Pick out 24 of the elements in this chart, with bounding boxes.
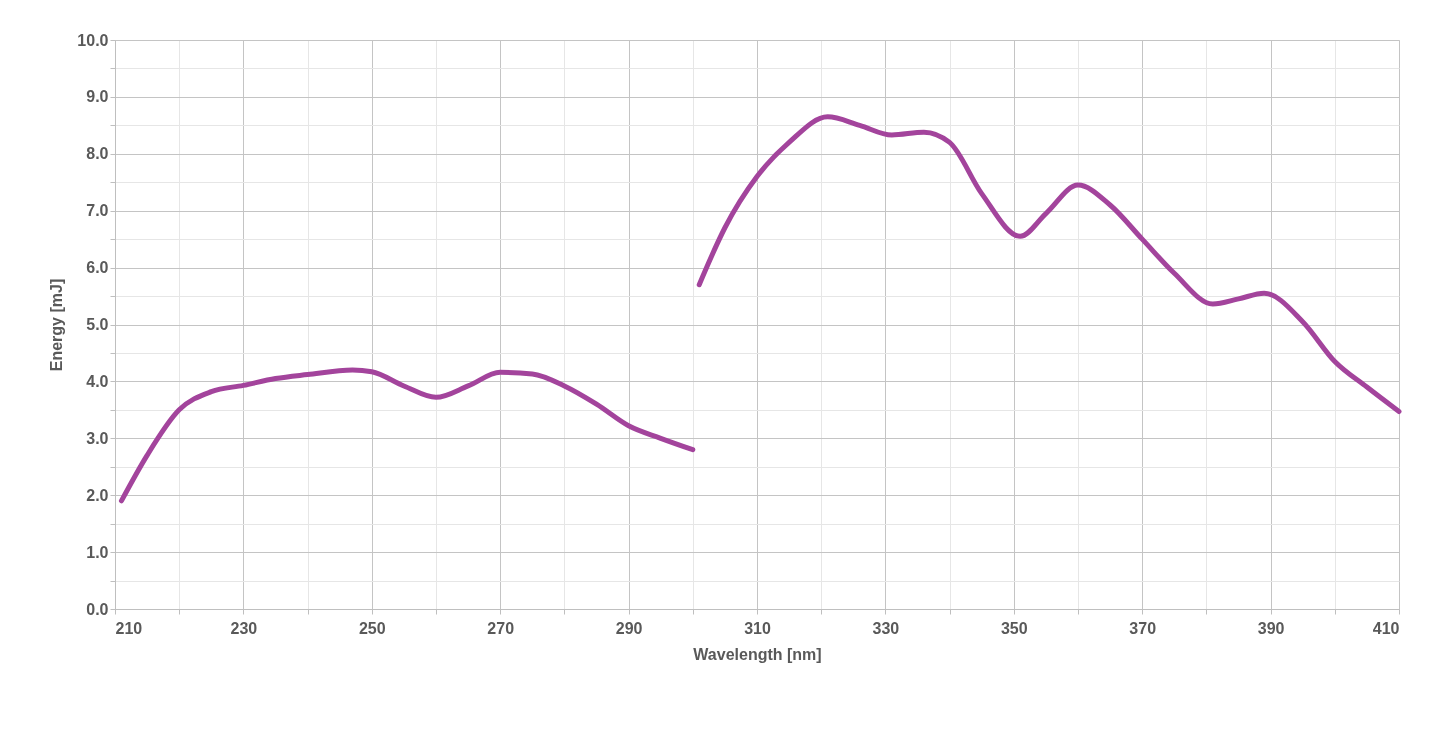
y-axis-title: Energy [mJ] <box>48 278 66 372</box>
x-tick-label: 290 <box>615 619 643 637</box>
y-tick-label: 10.0 <box>77 31 109 49</box>
y-tick-label: 1.0 <box>86 543 109 561</box>
x-tick-label: 390 <box>1257 619 1285 637</box>
x-tick-label: 410 <box>1372 619 1400 637</box>
y-tick-label: 4.0 <box>86 372 109 390</box>
y-tick-label: 7.0 <box>86 202 109 220</box>
y-tick-label: 5.0 <box>86 316 109 333</box>
y-tick-label: 6.0 <box>86 259 109 277</box>
x-tick-label: 370 <box>1129 619 1157 637</box>
x-tick-label: 310 <box>744 619 771 637</box>
y-tick-label: 2.0 <box>86 486 109 504</box>
y-tick-label: 8.0 <box>86 145 109 163</box>
x-tick-label: 250 <box>358 619 386 637</box>
x-tick-label: 350 <box>1000 619 1028 637</box>
x-tick-label: 330 <box>872 619 900 637</box>
x-tick-label: 230 <box>230 619 258 637</box>
y-tick-label: 9.0 <box>86 88 109 106</box>
x-tick-label: 270 <box>487 619 515 637</box>
y-tick-label: 0.0 <box>86 600 109 618</box>
x-axis-title: Wavelength [nm] <box>693 645 822 663</box>
y-tick-label: 3.0 <box>86 429 109 447</box>
x-tick-label: 210 <box>115 619 143 637</box>
